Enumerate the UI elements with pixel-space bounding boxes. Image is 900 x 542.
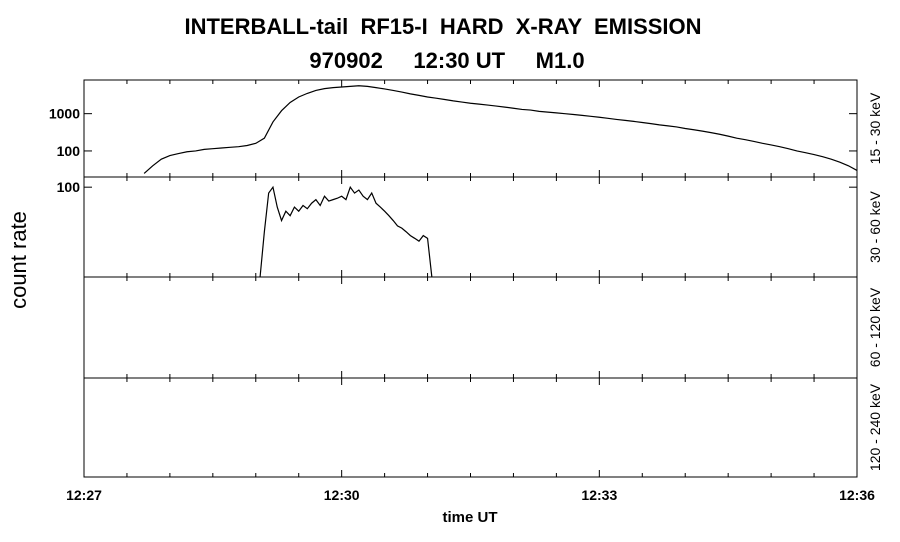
energy-band-label: 60 - 120 keV	[867, 287, 883, 367]
data-line	[259, 185, 433, 278]
panel-frame	[83, 79, 858, 178]
x-axis-label: time UT	[442, 509, 497, 526]
panel-frame	[83, 276, 858, 379]
x-tick-label: 12:27	[66, 487, 102, 503]
chart-subtitle: 970902 12:30 UT M1.0	[309, 48, 584, 73]
y-tick-label: 100	[57, 179, 81, 195]
x-tick-label: 12:33	[581, 487, 617, 503]
x-tick-label: 12:30	[324, 487, 360, 503]
energy-band-label: 15 - 30 keV	[867, 92, 883, 164]
y-axis-label: count rate	[6, 211, 31, 309]
energy-band-label: 120 - 240 keV	[867, 383, 883, 471]
data-line	[143, 85, 858, 174]
y-tick-label: 100	[57, 143, 81, 159]
y-tick-label: 1000	[49, 106, 80, 122]
panel-frame	[83, 377, 858, 478]
energy-band-label: 30 - 60 keV	[867, 191, 883, 263]
panel-frame	[83, 176, 858, 278]
x-tick-label: 12:36	[839, 487, 875, 503]
chart-title: INTERBALL-tail RF15-I HARD X-RAY EMISSIO…	[184, 14, 701, 39]
